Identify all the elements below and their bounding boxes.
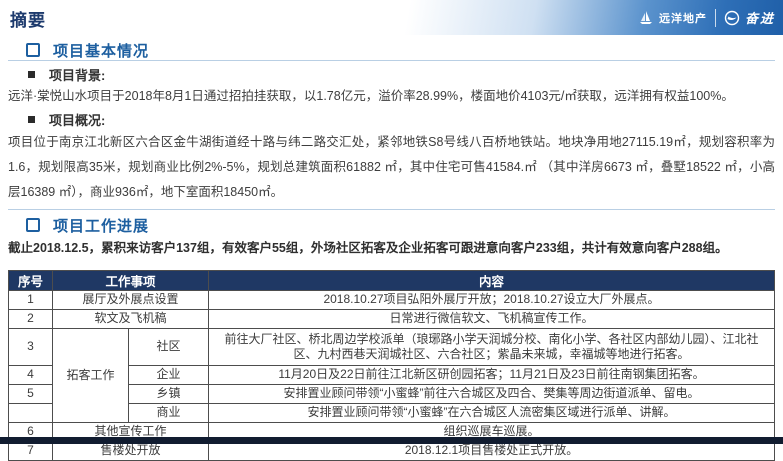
section-underline xyxy=(8,60,775,61)
project-overview-heading: 项目概况: xyxy=(8,111,775,128)
project-overview-text: 项目位于南京江北新区六合区金牛湖街道经十路与纬二路交汇处，紧邻地铁S8号线八百桥… xyxy=(8,135,775,199)
cell-sub-item: 乡镇 xyxy=(127,383,210,404)
cell-sub-item: 企业 xyxy=(127,364,210,385)
square-outline-bullet-icon xyxy=(26,218,40,232)
footer-bar xyxy=(0,437,783,444)
col-header-no: 序号 xyxy=(8,269,53,291)
cell-no: 1 xyxy=(8,289,53,310)
cell-content: 2018.10.27项目弘阳外展厅开放；2018.10.27设立大厂外展点。 xyxy=(208,289,775,310)
col-header-item: 工作事项 xyxy=(51,269,210,291)
logo-divider xyxy=(714,8,716,27)
top-bar: 摘要 远洋地产 奋进 xyxy=(0,0,783,35)
logo-area: 远洋地产 奋进 xyxy=(638,0,775,35)
cell-no: 4 xyxy=(8,364,53,385)
page-title: 摘要 xyxy=(10,11,46,30)
square-outline-bullet-icon xyxy=(26,43,40,57)
cell-content: 安排置业顾问带领“小蜜蜂”前往六合城区及四合、樊集等周边街道派单、留电。 xyxy=(208,383,775,404)
secondary-brand-logo-text: 奋进 xyxy=(744,11,775,26)
secondary-brand-logo: 奋进 xyxy=(724,8,775,27)
section-title: 项目工作进展 xyxy=(53,217,150,235)
section-title: 项目基本情况 xyxy=(53,42,150,60)
table-row: 6 其他宣传工作 组织巡展车巡展。 xyxy=(8,421,775,442)
table-row: 1 展厅及外展点设置 2018.10.27项目弘阳外展厅开放；2018.10.2… xyxy=(8,289,775,310)
square-filled-bullet-icon xyxy=(28,116,35,123)
section-divider-line xyxy=(8,209,775,210)
project-overview-label: 项目概况: xyxy=(49,113,106,128)
table-row: 4 企业 11月20日及22日前往江北新区研创园拓客；11月21日及23日前往南… xyxy=(8,364,775,385)
sino-ocean-logo-text: 远洋地产 xyxy=(658,12,707,25)
cell-no: 5 xyxy=(8,383,53,404)
project-background-text: 远洋·棠悦山水项目于2018年8月1日通过招拍挂获取，以1.78亿元，溢价率28… xyxy=(8,89,734,103)
cell-sub-item: 商业 xyxy=(127,402,210,423)
section-header-work-progress: 项目工作进展 xyxy=(8,216,775,235)
slide-content: 项目基本情况 项目背景: 远洋·棠悦山水项目于2018年8月1日通过招拍挂获取，… xyxy=(0,35,783,461)
cell-content: 11月20日及22日前往江北新区研创园拓客；11月21日及23日前往南钢集团拓客… xyxy=(208,364,775,385)
cell-content: 前往大厂社区、桥北周边学校派单（琅琊路小学天润城分校、南化小学、各社区内部幼儿园… xyxy=(208,327,775,366)
table-header-row: 序号 工作事项 内容 xyxy=(8,269,775,291)
square-filled-bullet-icon xyxy=(28,71,35,78)
cell-content: 安排置业顾问带领“小蜜蜂”在六合城区人流密集区域进行派单、讲解。 xyxy=(208,402,775,423)
cell-sub-item: 社区 xyxy=(127,327,210,366)
work-progress-table: 序号 工作事项 内容 1 展厅及外展点设置 2018.10.27项目弘阳外展厅开… xyxy=(8,269,775,461)
cell-content: 日常进行微信软文、飞机稿宣传工作。 xyxy=(208,308,775,329)
table-row: 3 拓客工作 社区 前往大厂社区、桥北周边学校派单（琅琊路小学天润城分校、南化小… xyxy=(8,327,775,423)
cell-item: 展厅及外展点设置 xyxy=(51,289,210,310)
table-row: 2 软文及飞机稿 日常进行微信软文、飞机稿宣传工作。 xyxy=(8,308,775,329)
project-background-label: 项目背景: xyxy=(49,68,106,83)
circle-swoosh-icon xyxy=(724,10,740,26)
sail-anchor-icon xyxy=(638,10,654,26)
project-background-heading: 项目背景: xyxy=(8,66,775,83)
progress-summary-text: 截止2018.12.5，累积来访客户137组，有效客户55组，外场社区拓客及企业… xyxy=(8,241,728,255)
table-row: 商业 安排置业顾问带领“小蜜蜂”在六合城区人流密集区域进行派单、讲解。 xyxy=(8,402,775,423)
cell-group-expansion-work: 拓客工作 xyxy=(52,327,129,423)
sino-ocean-logo: 远洋地产 xyxy=(638,10,707,26)
col-header-content: 内容 xyxy=(208,269,775,291)
cell-item: 软文及飞机稿 xyxy=(51,308,210,329)
cell-no xyxy=(8,402,53,423)
cell-no: 3 xyxy=(8,327,53,366)
cell-no: 2 xyxy=(8,308,53,329)
section-header-basic-info: 项目基本情况 xyxy=(8,41,775,60)
